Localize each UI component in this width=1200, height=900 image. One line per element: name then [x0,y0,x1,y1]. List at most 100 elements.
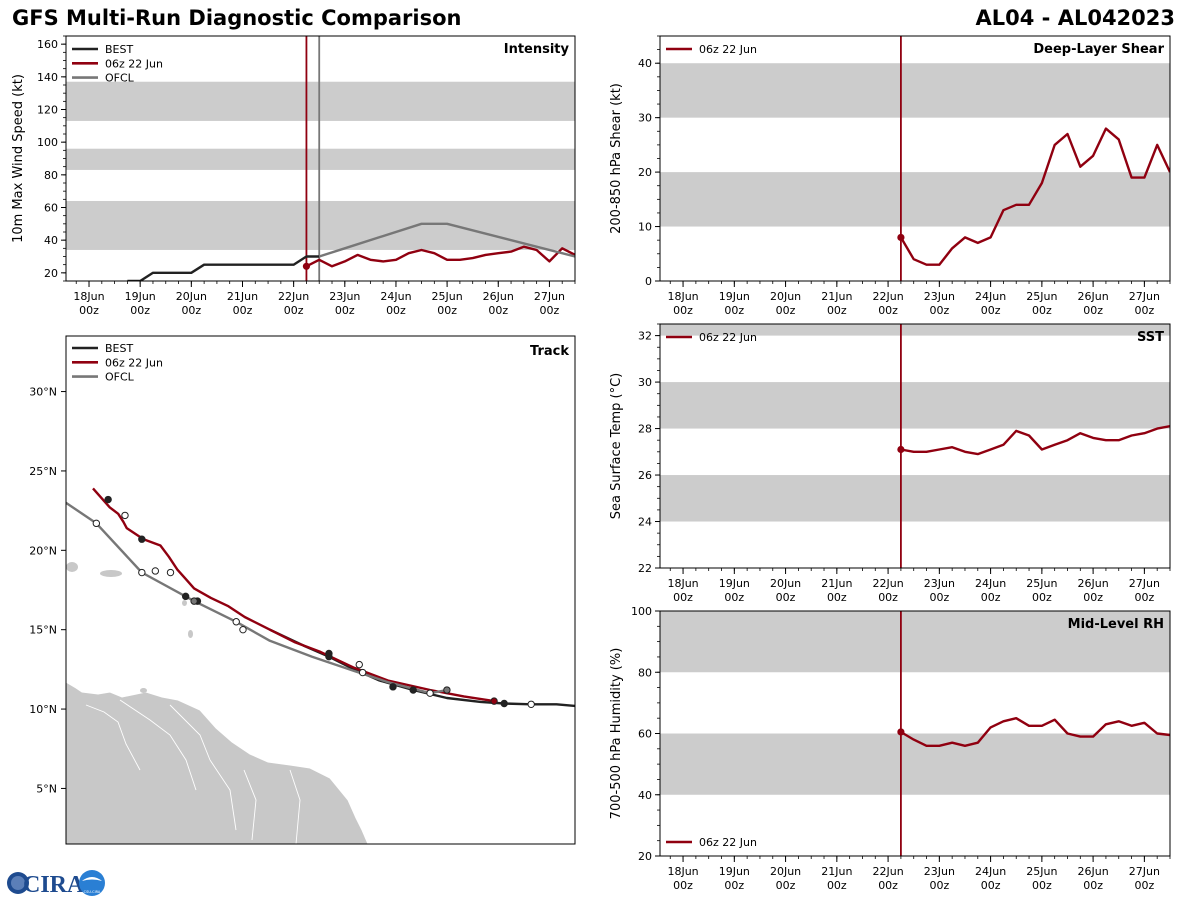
land-border-0 [85,704,141,771]
track-ofcl-marker-8 [92,519,101,528]
intensity-xtick-hour-5: 00z [335,304,355,317]
intensity-xtick-date-6: 24Jun [380,290,411,303]
sst-xtick-hour-9: 00z [1134,591,1154,604]
track-run-marker-6 [151,567,160,575]
rh-xtick-hour-3: 00z [827,879,847,892]
sst-xtick-date-0: 18Jun [667,577,698,590]
sst-ytick-label-2: 26 [638,469,652,482]
rh-band-1 [660,611,1170,673]
csu-logo-swoosh [82,877,102,881]
csu-logo-circle [79,870,105,896]
island-3 [188,630,193,638]
track-ytick-label-0: 5°N [36,782,57,795]
sst-xtick-hour-3: 00z [827,591,847,604]
intensity-ytick-label-4: 100 [37,136,58,149]
track-run-marker-0 [490,697,498,705]
rh-panel: 2040608010018Jun00z19Jun00z20Jun00z21Jun… [609,605,1171,892]
intensity-ytick-label-7: 160 [37,38,58,51]
shear-xtick-date-0: 18Jun [667,290,698,303]
rh-xtick-hour-8: 00z [1083,879,1103,892]
sst-xtick-date-5: 23Jun [924,577,955,590]
sst-ytick-label-0: 22 [638,562,652,575]
sst-xtick-date-4: 22Jun [872,577,903,590]
rh-xtick-date-6: 24Jun [975,865,1006,878]
sst-xtick-hour-8: 00z [1083,591,1103,604]
sst-xtick-hour-1: 00z [724,591,744,604]
track-ofcl-marker-3 [358,668,367,677]
rh-ytick-label-2: 60 [638,728,652,741]
intensity-legend-label-best: BEST [105,43,133,56]
shear-xtick-date-7: 25Jun [1026,290,1057,303]
shear-xtick-date-3: 21Jun [821,290,852,303]
sst-xtick-date-9: 27Jun [1129,577,1160,590]
rh-xtick-hour-5: 00z [929,879,949,892]
shear-xtick-hour-0: 00z [673,304,693,317]
rh-ytick-label-3: 80 [638,666,652,679]
track-ofcl-marker-7 [138,568,146,577]
csu-logo-badge-text: CSU-CIRA [84,890,101,894]
intensity-xtick-hour-3: 00z [233,304,253,317]
rh-ytick-label-1: 40 [638,789,652,802]
intensity-xtick-date-7: 25Jun [432,290,463,303]
intensity-band-1 [66,148,575,170]
shear-run-point-0 [897,233,905,242]
intensity-legend-label-run: 06z 22 Jun [105,57,163,70]
shear-run-line [899,127,1170,266]
shear-band-1 [660,63,1170,118]
sst-run-point-0 [897,445,905,454]
shear-xtick-hour-5: 00z [929,304,949,317]
rh-plot-area [660,611,1170,856]
rh-xtick-date-5: 23Jun [924,865,955,878]
intensity-run-line [305,245,575,268]
rh-run-point-0 [897,728,905,736]
intensity-xtick-date-0: 18Jun [73,290,104,303]
rh-xtick-hour-2: 00z [776,879,796,892]
rh-xtick-date-8: 26Jun [1078,865,1109,878]
track-ofcl-marker-9 [48,484,54,490]
island-2 [182,600,187,606]
track-ofcl-marker-5 [190,597,198,605]
land-border-3 [209,759,237,831]
sst-plot-area [660,324,1170,568]
track-run-marker-7 [138,535,146,543]
track-map-area [48,484,575,844]
shear-xtick-date-2: 20Jun [770,290,801,303]
sst-run-line [900,425,1170,456]
island-4 [140,688,147,693]
track-ytick-label-5: 30°N [29,386,57,399]
intensity-ylabel: 10m Max Wind Speed (kt) [11,74,26,243]
track-legend-label-ofcl: OFCL [105,371,135,384]
intensity-xtick-date-8: 26Jun [483,290,514,303]
sst-band-0 [660,475,1170,522]
track-ofcl-marker-0 [443,686,451,694]
sst-ytick-label-3: 28 [638,423,652,436]
track-legend-label-best: BEST [105,342,133,355]
shear-band-0 [660,172,1170,227]
track-run-marker-1 [389,683,397,691]
sst-xtick-date-6: 24Jun [975,577,1006,590]
track-title: Track [530,344,569,359]
track-best-marker-2 [409,686,417,694]
rh-ytick-label-0: 20 [638,850,652,863]
rh-xtick-date-0: 18Jun [667,865,698,878]
intensity-xtick-hour-8: 00z [488,304,508,317]
track-run-marker-9 [104,495,112,504]
rh-xtick-date-7: 25Jun [1026,865,1057,878]
intensity-ytick-label-1: 40 [44,234,58,247]
shear-legend-label-run: 06z 22 Jun [699,43,757,56]
intensity-xtick-date-5: 23Jun [329,290,360,303]
sst-xtick-date-8: 26Jun [1078,577,1109,590]
sst-band-2 [660,324,1170,336]
intensity-xtick-hour-6: 00z [386,304,406,317]
shear-xtick-hour-9: 00z [1134,304,1154,317]
shear-xtick-date-6: 24Jun [975,290,1006,303]
intensity-xtick-date-3: 21Jun [227,290,258,303]
shear-xtick-hour-1: 00z [724,304,744,317]
intensity-ytick-label-5: 120 [37,104,58,117]
shear-ytick-label-0: 0 [645,275,652,288]
shear-xtick-hour-2: 00z [776,304,796,317]
intensity-legend-label-ofcl: OFCL [105,72,135,85]
sst-xtick-hour-6: 00z [981,591,1001,604]
track-run-marker-3 [239,625,247,634]
